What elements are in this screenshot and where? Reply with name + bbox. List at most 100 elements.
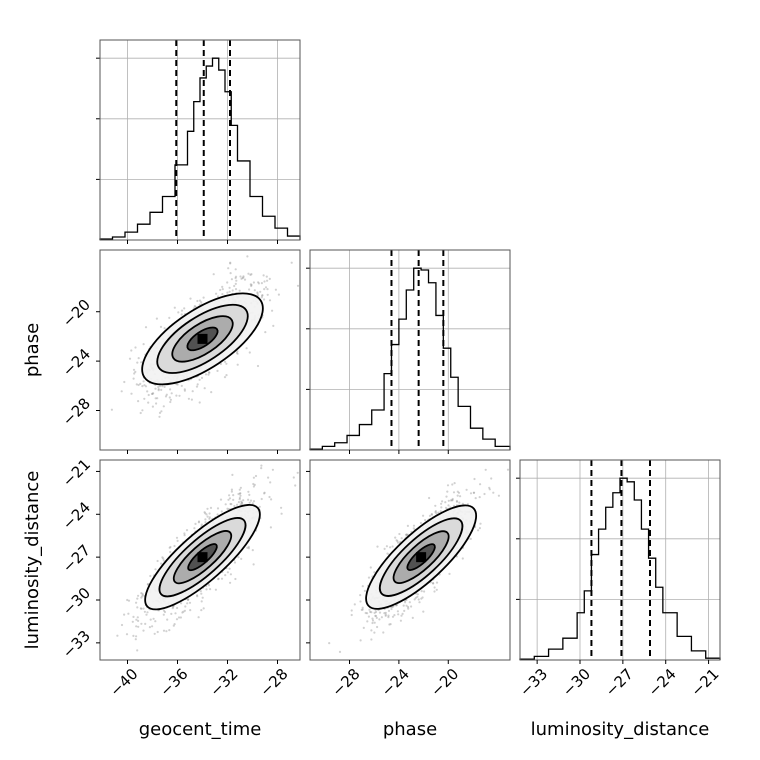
sample-point bbox=[237, 501, 240, 504]
sample-point bbox=[238, 498, 241, 501]
sample-point bbox=[440, 502, 443, 505]
sample-point bbox=[173, 623, 176, 626]
sample-point bbox=[194, 305, 197, 308]
sample-point bbox=[394, 536, 397, 539]
sample-point bbox=[238, 496, 241, 499]
sample-point bbox=[263, 298, 266, 301]
sample-point bbox=[251, 549, 254, 552]
sample-point bbox=[239, 275, 242, 278]
sample-point bbox=[378, 618, 381, 621]
sample-point bbox=[180, 309, 184, 312]
sample-point bbox=[173, 306, 176, 309]
sample-point bbox=[395, 539, 398, 542]
sample-point bbox=[262, 274, 265, 277]
sample-point bbox=[196, 595, 199, 598]
sample-point bbox=[146, 390, 149, 393]
sample-point bbox=[234, 288, 238, 291]
sample-point bbox=[183, 609, 186, 612]
sample-point bbox=[216, 513, 219, 516]
sample-point bbox=[203, 511, 206, 514]
sample-point bbox=[350, 609, 353, 612]
sample-point bbox=[434, 511, 437, 514]
sample-point bbox=[465, 488, 468, 491]
sample-point bbox=[135, 635, 138, 638]
sample-point bbox=[296, 471, 299, 474]
sample-point bbox=[179, 616, 182, 619]
sample-point bbox=[186, 598, 189, 601]
sample-point bbox=[413, 598, 416, 601]
sample-point bbox=[264, 331, 267, 334]
sample-point bbox=[132, 368, 136, 371]
sample-point bbox=[376, 625, 379, 629]
sample-point bbox=[209, 588, 212, 591]
sample-point bbox=[338, 650, 342, 654]
sample-point bbox=[168, 316, 171, 319]
sample-point bbox=[120, 390, 123, 393]
sample-point bbox=[156, 630, 159, 634]
sample-point bbox=[474, 497, 477, 500]
sample-point bbox=[229, 262, 232, 265]
sample-point bbox=[156, 397, 159, 400]
sample-point bbox=[134, 638, 137, 641]
sample-point bbox=[233, 561, 237, 564]
sample-point bbox=[181, 611, 184, 614]
sample-point bbox=[292, 476, 295, 479]
sample-point bbox=[373, 631, 376, 634]
sample-point bbox=[147, 583, 150, 586]
sample-point bbox=[245, 347, 248, 350]
sample-point bbox=[146, 583, 149, 586]
sample-point bbox=[257, 282, 260, 285]
sample-point bbox=[140, 361, 143, 364]
sample-point bbox=[162, 557, 165, 560]
sample-point bbox=[252, 500, 256, 503]
sample-point bbox=[139, 607, 142, 610]
sample-point bbox=[205, 513, 208, 516]
sample-point bbox=[239, 492, 242, 495]
sample-point bbox=[435, 512, 438, 515]
density-area bbox=[116, 464, 299, 652]
sample-point bbox=[258, 505, 261, 508]
sample-point bbox=[267, 476, 270, 479]
sample-point bbox=[241, 276, 244, 280]
sample-point bbox=[207, 584, 211, 587]
sample-point bbox=[234, 276, 237, 280]
sample-point bbox=[140, 607, 143, 610]
sample-point bbox=[175, 383, 178, 386]
sample-point bbox=[157, 385, 160, 389]
sample-point bbox=[384, 611, 387, 614]
sample-point bbox=[252, 482, 255, 486]
sample-point bbox=[382, 631, 385, 634]
sample-point bbox=[359, 600, 362, 603]
sample-point bbox=[246, 255, 249, 258]
sample-point bbox=[200, 376, 204, 379]
sample-point bbox=[169, 388, 172, 391]
sample-point bbox=[230, 490, 233, 493]
sample-point bbox=[132, 615, 135, 619]
sample-point bbox=[170, 392, 173, 395]
sample-point bbox=[228, 290, 231, 293]
sample-point bbox=[328, 642, 331, 645]
sample-point bbox=[169, 550, 172, 554]
sample-point bbox=[201, 596, 204, 599]
sample-point bbox=[215, 292, 218, 295]
sample-point bbox=[402, 604, 405, 607]
sample-point bbox=[148, 626, 151, 629]
sample-point bbox=[430, 513, 433, 516]
sample-point bbox=[368, 608, 371, 611]
sample-point bbox=[274, 288, 277, 291]
sample-point bbox=[444, 506, 448, 509]
sample-point bbox=[160, 562, 163, 565]
sample-point bbox=[205, 588, 208, 591]
sample-point bbox=[393, 614, 396, 617]
sample-point bbox=[229, 261, 232, 264]
sample-point bbox=[198, 378, 201, 381]
sample-point bbox=[452, 491, 456, 494]
sample-point bbox=[446, 484, 450, 487]
sample-point bbox=[143, 610, 146, 613]
sample-point bbox=[228, 497, 232, 500]
sample-point bbox=[208, 517, 211, 520]
sample-point bbox=[221, 285, 224, 288]
sample-point bbox=[136, 597, 139, 600]
sample-point bbox=[130, 349, 133, 352]
sample-point bbox=[458, 501, 461, 504]
